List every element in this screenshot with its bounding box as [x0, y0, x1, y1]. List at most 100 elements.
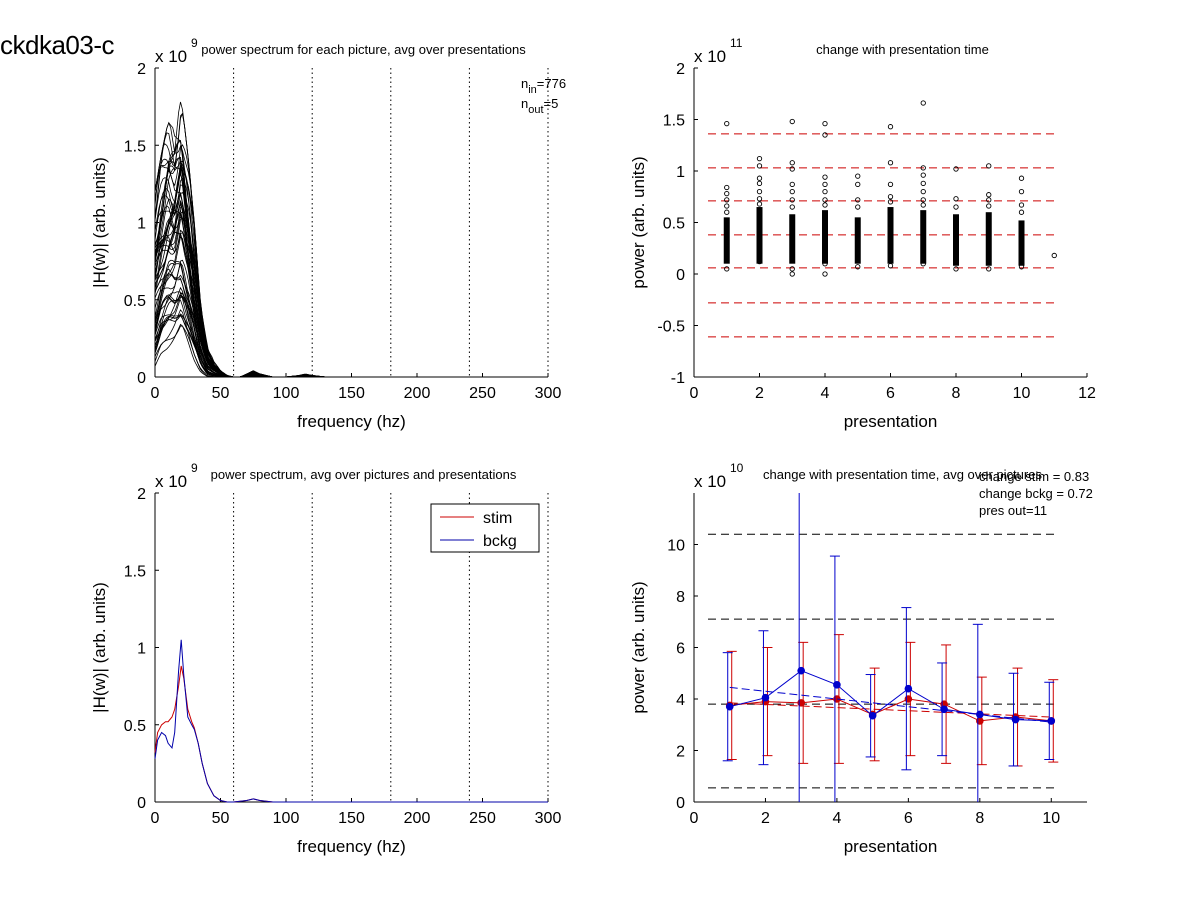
spectrum-curve — [154, 201, 548, 378]
scatter-point — [1018, 264, 1025, 270]
scatter-point — [789, 204, 795, 210]
x-tick-label: 150 — [338, 385, 365, 402]
dense-point-column — [985, 212, 992, 266]
chart-bottom-right: 0 2 4 6 8 10 0 2 4 6 8 10 presentation power (arb. un… — [629, 461, 1093, 856]
x-tick-label: 50 — [212, 810, 230, 827]
scatter-point — [822, 261, 828, 267]
axis-exponent: x 10 — [694, 47, 726, 66]
x-tick-label: 200 — [404, 385, 431, 402]
scatter-point — [953, 266, 959, 272]
scatter-point — [855, 264, 861, 270]
panel-title: power spectrum, avg over pictures and pr… — [211, 467, 517, 482]
spectrum-curve — [154, 232, 548, 378]
spectrum-curve — [154, 144, 548, 378]
y-tick-label: 0 — [137, 370, 146, 387]
axis-exponent-power: 11 — [730, 36, 743, 50]
scatter-point — [789, 118, 795, 125]
dense-point-column — [887, 207, 894, 264]
annotation-line: pres out=11 — [979, 503, 1047, 518]
x-tick-label: 150 — [338, 810, 365, 827]
spectrum-curve — [154, 177, 548, 378]
series-line-bckg — [154, 639, 548, 803]
chart-top-left: 0 50 100 150 200 250 300 0 0.5 1 1.5 2 frequency (hz… — [90, 36, 566, 431]
panel-title: change with presentation time, avg over … — [763, 467, 1042, 482]
scatter-point — [756, 188, 763, 195]
scatter-point — [756, 258, 763, 265]
spectrum-curve — [154, 140, 548, 378]
x-tick-label: 6 — [886, 385, 895, 402]
scatter-point — [789, 160, 795, 166]
y-tick-label: 1 — [676, 164, 685, 181]
y-tick-label: 10 — [667, 538, 685, 555]
spectrum-curve — [154, 204, 548, 378]
data-point-bckg — [1047, 717, 1056, 725]
dense-point-column — [822, 210, 828, 264]
legend-label-bckg: bckg — [483, 533, 517, 550]
trend-line-bckg — [729, 686, 1052, 723]
data-point-bckg — [725, 702, 734, 711]
spectrum-curve — [154, 229, 548, 378]
dense-point-column — [1018, 220, 1025, 266]
scatter-point — [756, 163, 763, 169]
annotation-line: nout=5 — [521, 96, 558, 116]
y-tick-label: 0 — [137, 795, 146, 812]
spectrum-curve — [154, 167, 548, 378]
scatter-point — [920, 172, 926, 178]
scatter-point — [920, 100, 926, 106]
y-tick-label: 1.5 — [124, 138, 146, 155]
scatter-point — [822, 132, 828, 138]
spectrum-curve — [154, 166, 548, 378]
y-tick-label: 0.5 — [124, 718, 146, 735]
scatter-point — [789, 166, 795, 172]
y-tick-label: 2 — [137, 61, 146, 78]
spectrum-curve — [154, 140, 548, 378]
x-tick-label: 8 — [975, 810, 984, 827]
scatter-point — [920, 180, 926, 187]
scatter-point — [724, 184, 730, 191]
change-annotation: change stim = 0.83 change bckg = 0.72 pres… — [979, 469, 1093, 518]
spectrum-curve — [154, 217, 548, 378]
x-tick-label: 4 — [832, 810, 841, 827]
x-axis-label: frequency (hz) — [297, 412, 406, 431]
series-line-stim — [154, 665, 548, 803]
spectrum-curve — [154, 259, 548, 378]
scatter-point — [822, 174, 828, 180]
annotation-line: nin=776 — [521, 76, 566, 96]
x-tick-label: 10 — [1042, 810, 1060, 827]
y-tick-label: 0.5 — [663, 216, 685, 233]
spectrum-curve — [154, 157, 548, 378]
spectrum-curve — [154, 166, 548, 378]
chart-bottom-left: 0 50 100 150 200 250 300 0 0.5 1 1.5 2 frequency (hz… — [90, 461, 561, 856]
spectrum-curve — [154, 188, 548, 378]
x-tick-label: 8 — [952, 385, 961, 402]
axis-exponent-power: 9 — [191, 36, 198, 50]
scatter-point — [986, 197, 992, 203]
spectrum-curve — [154, 184, 548, 378]
scatter-point — [986, 203, 992, 209]
scatter-point — [953, 196, 959, 202]
data-point-bckg — [904, 684, 913, 693]
x-tick-label: 0 — [690, 810, 699, 827]
scatter-point — [1018, 175, 1025, 181]
y-tick-label: 8 — [676, 589, 685, 606]
dense-point-column — [789, 214, 796, 264]
y-tick-label: 1.5 — [663, 113, 685, 130]
scatter-point — [887, 263, 894, 269]
scatter-point — [986, 266, 992, 272]
x-tick-label: 2 — [755, 385, 764, 402]
x-tick-label: 12 — [1078, 385, 1096, 402]
spectrum-curve — [154, 205, 548, 378]
panel-title: power spectrum for each picture, avg ove… — [201, 42, 526, 57]
y-tick-label: 1 — [137, 641, 146, 658]
spectrum-curve — [154, 222, 548, 378]
y-tick-label: 0 — [676, 267, 685, 284]
data-point-bckg — [940, 705, 948, 714]
scatter-point — [887, 194, 894, 200]
legend-box — [430, 503, 540, 553]
spectrum-curve — [154, 199, 548, 378]
y-tick-label: 4 — [676, 692, 685, 709]
scatter-point — [789, 266, 795, 272]
spectrum-curve — [154, 112, 548, 378]
